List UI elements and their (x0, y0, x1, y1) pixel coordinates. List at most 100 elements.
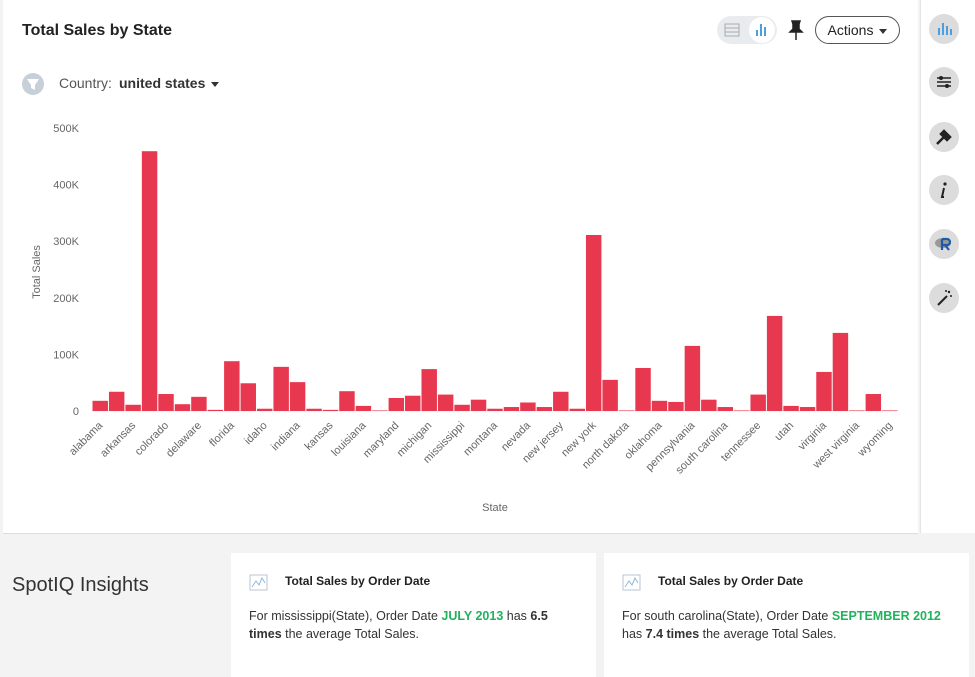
bar (701, 399, 717, 411)
bar (750, 394, 766, 411)
bar (240, 383, 256, 411)
x-tick-label: idaho (242, 420, 270, 448)
insight-text-part: has (503, 609, 531, 623)
insight-text-part: JULY 2013 (441, 609, 504, 623)
bar (125, 404, 141, 411)
filter-value-text: united states (119, 75, 206, 91)
format-button[interactable] (929, 122, 959, 152)
bar (602, 379, 618, 411)
x-axis-title: State (482, 502, 508, 514)
bar (92, 400, 108, 411)
bar (734, 410, 750, 411)
bar (405, 395, 421, 411)
actions-button[interactable]: Actions (815, 16, 900, 44)
x-tick-label: montana (461, 419, 500, 458)
view-toggle[interactable] (717, 16, 777, 44)
bar (503, 407, 520, 411)
x-tick-label: indiana (269, 419, 303, 453)
bar (256, 408, 273, 411)
bar (799, 407, 816, 411)
bar (585, 234, 602, 411)
bar (174, 404, 191, 411)
x-tick-label: florida (207, 419, 237, 449)
y-axis-title: Total Sales (31, 245, 43, 299)
insights-title: SpotIQ Insights (12, 574, 149, 596)
bar (454, 404, 470, 411)
bar (668, 401, 684, 411)
filter-icon[interactable] (22, 72, 46, 96)
x-tick-label: delaware (164, 420, 204, 460)
insight-text-part: 7.4 times (645, 627, 700, 641)
x-tick-label: wyoming (855, 420, 895, 460)
r-analysis-button[interactable] (929, 229, 959, 259)
insight-icon (249, 574, 268, 591)
bar (684, 345, 701, 411)
insight-text-part: SEPTEMBER 2012 (831, 609, 941, 623)
bar (849, 410, 865, 411)
insight-text-part: has (622, 627, 646, 641)
bar (273, 366, 289, 411)
bar (783, 405, 799, 411)
y-tick-label: 500K (53, 123, 79, 135)
bar (158, 394, 174, 411)
bar (437, 394, 454, 411)
bar (421, 369, 437, 411)
toggle-icons (724, 17, 775, 43)
bar (355, 405, 372, 411)
bar (832, 332, 849, 411)
bar (108, 391, 125, 411)
x-tick-label: utah (773, 420, 797, 444)
filter-label: Country: (59, 75, 112, 91)
bar (635, 367, 651, 411)
bar (306, 408, 322, 411)
spotiq-button[interactable] (929, 283, 959, 313)
bar (865, 394, 882, 411)
bar (618, 410, 635, 411)
insight-card[interactable]: Total Sales by Order Date For mississippi… (231, 553, 596, 677)
x-tick-label: maryland (361, 420, 401, 460)
filter-value[interactable]: united states (119, 75, 220, 91)
insight-text-part: the average Total Sales. (281, 627, 420, 641)
bar (470, 399, 487, 411)
insight-title: Total Sales by Order Date (658, 574, 804, 588)
bar (816, 371, 832, 411)
insight-text: For mississippi(State), Order Date JULY … (249, 607, 569, 643)
insight-text: For south carolina(State), Order Date SE… (622, 607, 942, 643)
y-tick-label: 100K (53, 349, 79, 361)
bar (536, 407, 553, 411)
chart-card: 0 100K 200K 300K 400K 500K Total Sales State ala… (3, 0, 918, 534)
bar (717, 407, 734, 411)
insight-text-part: For south carolina(State), Order Date (622, 609, 832, 623)
info-button[interactable] (929, 175, 959, 205)
insight-text-part: 6.5 times (249, 609, 548, 641)
bar (322, 409, 339, 411)
bar (191, 396, 207, 411)
bar (141, 151, 158, 411)
insight-text-part: For mississippi(State), Order Date (249, 609, 442, 623)
insight-icon (622, 574, 641, 591)
pin-icon[interactable] (786, 18, 806, 42)
bar (372, 410, 388, 411)
bar (207, 409, 224, 411)
bar (553, 391, 569, 411)
bar (289, 382, 306, 411)
y-tick-label: 400K (53, 180, 79, 192)
bar (224, 361, 240, 411)
bar (388, 397, 405, 411)
y-tick-label: 200K (53, 293, 79, 305)
bar (520, 402, 536, 411)
bar (766, 315, 783, 411)
chart-type-button[interactable] (929, 14, 959, 44)
y-tick-label: 300K (53, 236, 79, 248)
bar (569, 408, 585, 411)
x-tick-label: arkansas (98, 419, 138, 459)
insight-card[interactable]: Total Sales by Order Date For south carol… (604, 553, 969, 677)
bar (487, 408, 503, 411)
actions-label: Actions (827, 22, 874, 38)
insight-text-part: the average Total Sales. (699, 627, 837, 641)
insight-title: Total Sales by Order Date (285, 574, 431, 588)
config-button[interactable] (929, 67, 959, 97)
bar (339, 391, 355, 411)
